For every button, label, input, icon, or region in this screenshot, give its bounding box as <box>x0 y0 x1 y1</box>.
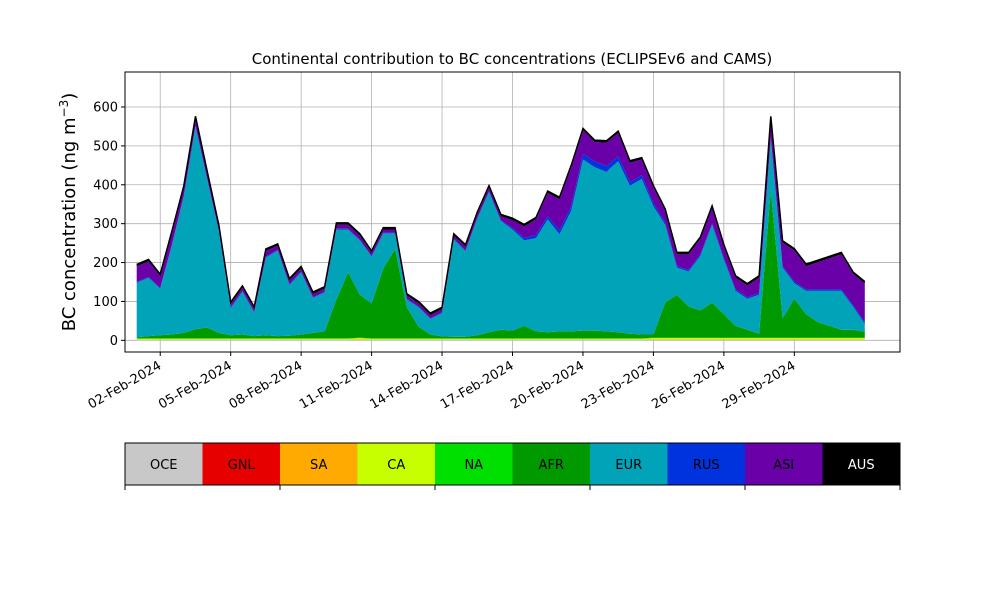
legend-colorbar: OCE GNL SA CA NA AFR EUR RUS ASI AUS <box>124 442 901 490</box>
area-sa <box>136 339 865 340</box>
y-tick-label: 400 <box>93 178 118 193</box>
legend-swatch-sa <box>280 443 358 485</box>
legend-label-sa: SA <box>310 458 327 473</box>
legend-swatch-na <box>435 443 513 485</box>
legend-label-afr: AFR <box>539 458 564 473</box>
legend-swatch-gnl <box>202 443 280 485</box>
legend-frame <box>124 442 901 486</box>
y-tick-label: 0 <box>110 334 118 349</box>
legend-swatch-rus <box>667 443 745 485</box>
y-tick-label: 600 <box>93 101 118 116</box>
y-tick-label: 100 <box>93 295 118 310</box>
area-afr <box>136 189 865 339</box>
legend-label-aus: AUS <box>848 458 875 473</box>
chart-title: Continental contribution to BC concentra… <box>252 50 773 68</box>
legend-swatch-asi <box>745 443 823 485</box>
y-axis-label-close: ) <box>59 93 80 100</box>
legend-label-oce: OCE <box>150 458 178 473</box>
y-axis-label-superscript: −3 <box>57 100 71 118</box>
total-outline <box>136 116 866 315</box>
area-eur <box>136 126 865 338</box>
legend-swatch-eur <box>590 443 668 485</box>
legend-label-na: NA <box>464 458 483 473</box>
y-axis-ticks: 0 100 200 300 400 500 600 <box>93 101 125 349</box>
y-tick-label: 300 <box>93 217 118 232</box>
area-na <box>136 337 865 339</box>
legend-label-eur: EUR <box>615 458 642 473</box>
legend-label-asi: ASI <box>773 458 794 473</box>
y-tick-label: 200 <box>93 256 118 271</box>
legend-swatch-oce <box>125 443 203 485</box>
legend-swatch-afr <box>512 443 590 485</box>
legend-swatch-ca <box>357 443 435 485</box>
legend-label-ca: CA <box>387 458 405 473</box>
area-aus <box>136 116 865 316</box>
legend-label-gnl: GNL <box>228 458 256 473</box>
y-axis-label: BC concentration (ng m−3) <box>57 93 80 332</box>
y-axis-label-main: BC concentration (ng m <box>59 117 80 331</box>
legend-label-rus: RUS <box>693 458 720 473</box>
stacked-areas <box>136 116 865 341</box>
y-tick-label: 500 <box>93 139 118 154</box>
legend-swatch-aus <box>822 443 900 485</box>
